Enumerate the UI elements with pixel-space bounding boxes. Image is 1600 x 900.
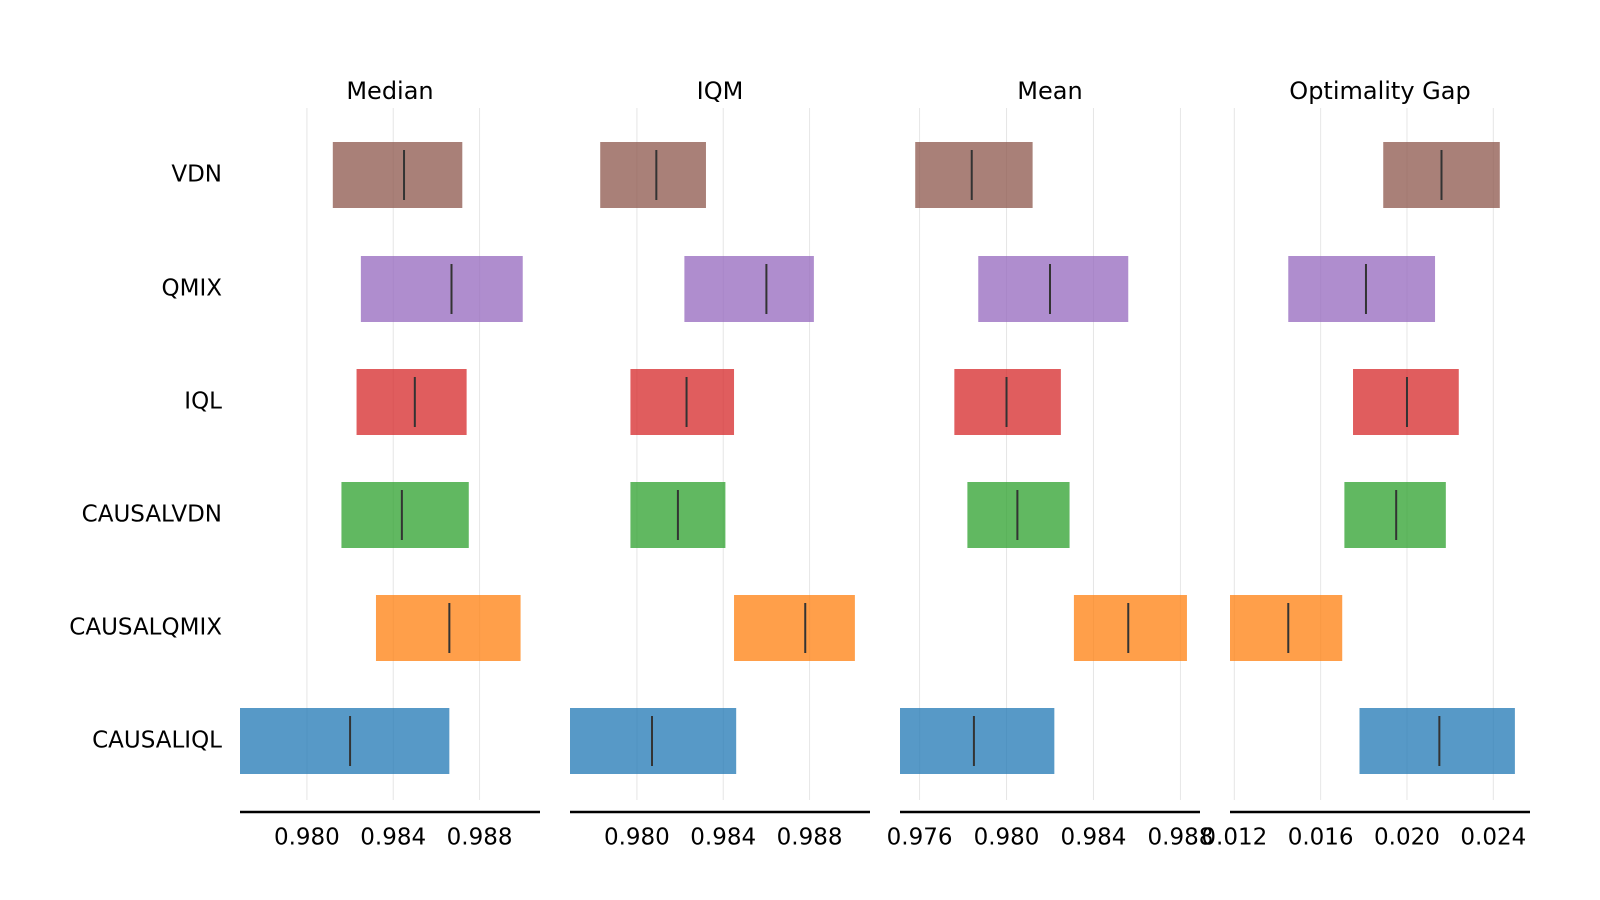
interval-bar-vdn (915, 142, 1033, 208)
method-labels: VDN QMIX IQL CAUSALVDN CAUSALQMIX CAUSALIQL (69, 162, 222, 754)
panel-iqm: 0.980 0.984 0.988 IQM (570, 77, 870, 851)
panel-title: IQM (697, 77, 744, 105)
interval-bar-qmix (360, 256, 523, 322)
tick-label: 0.988 (447, 825, 513, 851)
interval-bar-qmix (1288, 256, 1436, 322)
panel-title: Mean (1017, 77, 1082, 105)
interval-bar-causalvdn (341, 482, 469, 548)
interval-bar-vdn (600, 142, 706, 208)
interval-bar-vdn (332, 142, 463, 208)
panel-mean: 0.976 0.980 0.984 0.988 Mean (887, 77, 1214, 851)
tick-label: 0.984 (1061, 825, 1127, 851)
interval-bar-causalqmix (1230, 595, 1343, 661)
method-label-iql: IQL (184, 389, 222, 415)
interval-bar-iql (630, 369, 735, 435)
tick-label: 0.016 (1288, 825, 1354, 851)
interval-bar-causalvdn (967, 482, 1070, 548)
tick-label: 0.980 (974, 825, 1040, 851)
tick-label: 0.012 (1201, 825, 1267, 851)
interval-bar-qmix (684, 256, 814, 322)
tick-label: 0.024 (1460, 825, 1526, 851)
interval-bar-causaliql (1359, 708, 1515, 774)
method-label-causaliql: CAUSALIQL (92, 728, 222, 754)
interval-bar-iql (356, 369, 467, 435)
tick-label: 0.984 (360, 825, 426, 851)
interval-bar-causalqmix (1073, 595, 1187, 661)
interval-bar-causalqmix (375, 595, 521, 661)
method-label-vdn: VDN (171, 162, 222, 188)
tick-label: 0.988 (1148, 825, 1214, 851)
interval-bar-qmix (978, 256, 1129, 322)
tick-label: 0.988 (777, 825, 843, 851)
interval-bar-iql (954, 369, 1061, 435)
tick-label: 0.984 (690, 825, 756, 851)
interval-bar-causaliql (240, 708, 450, 774)
panel-title: Median (346, 77, 433, 105)
interval-bar-causalvdn (1344, 482, 1446, 548)
tick-label: 0.020 (1374, 825, 1440, 851)
panel-title: Optimality Gap (1289, 77, 1470, 105)
method-label-causalqmix: CAUSALQMIX (69, 615, 222, 641)
method-label-qmix: QMIX (162, 276, 223, 302)
interval-bar-causaliql (900, 708, 1055, 774)
method-label-causalvdn: CAUSALVDN (82, 502, 222, 528)
tick-label: 0.980 (604, 825, 670, 851)
interval-bar-causalqmix (734, 595, 855, 661)
interval-bar-iql (1353, 369, 1459, 435)
panel-median: 0.980 0.984 0.988 Median (240, 77, 540, 851)
interval-bar-causaliql (570, 708, 737, 774)
panel-optimality-gap: 0.012 0.016 0.020 0.024 Optimality Gap (1201, 77, 1530, 851)
tick-label: 0.976 (887, 825, 953, 851)
tick-label: 0.980 (274, 825, 340, 851)
